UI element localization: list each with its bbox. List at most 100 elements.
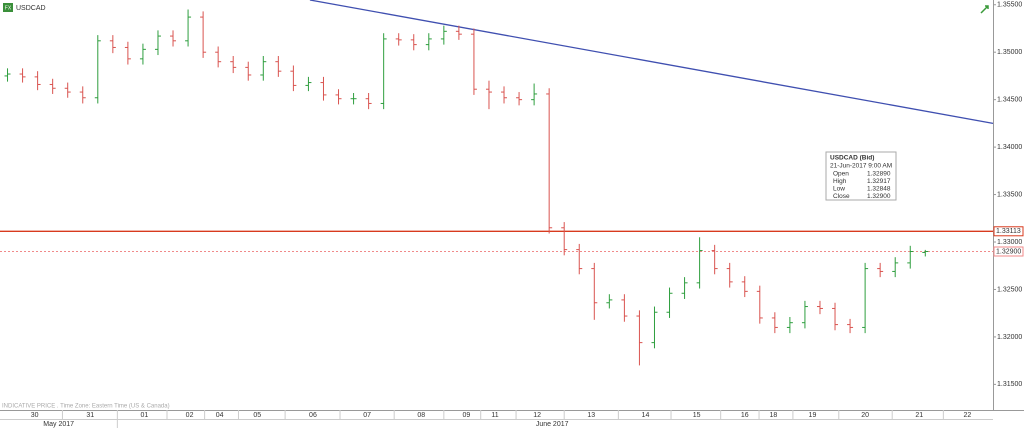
x-tick-label: 18 (769, 412, 777, 419)
y-tick-label: 1.34500 (997, 96, 1022, 103)
tooltip-time: 21-Jun-2017 9:00 AM (830, 163, 892, 170)
x-tick-label: 22 (964, 412, 972, 419)
tooltip-title: USDCAD (Bid) (830, 155, 874, 162)
ohlc-bar (801, 300, 808, 329)
ohlc-bar (531, 83, 538, 106)
ohlc-bar (892, 257, 899, 278)
tooltip-key: Close (833, 193, 850, 200)
ohlc-bar (230, 55, 237, 74)
ohlc-bar (94, 35, 101, 104)
month-label: June 2017 (536, 421, 569, 428)
x-tick-label: 31 (86, 412, 94, 419)
ohlc-bar (576, 243, 583, 275)
status-arrow (980, 5, 989, 14)
ohlc-bar (440, 25, 447, 45)
ohlc-bar (786, 316, 793, 334)
ohlc-bar (741, 276, 748, 298)
symbol-icon-text: FX (5, 5, 12, 11)
trend-line (309, 0, 994, 125)
tooltip-value: 1.32848 (867, 186, 891, 193)
ohlc-bar (816, 300, 823, 315)
tooltip-value: 1.32890 (867, 171, 891, 178)
ohlc-bar (470, 28, 477, 95)
ohlc-bar (847, 318, 854, 334)
y-tick-label: 1.32500 (997, 286, 1022, 293)
ohlc-bar (290, 65, 297, 92)
price-level-box (993, 246, 1024, 257)
ohlc-bar (907, 245, 914, 269)
ohlc-bar (501, 86, 508, 104)
x-tick-label: 13 (587, 412, 595, 419)
ohlc-bar (862, 262, 869, 334)
x-tick-label: 08 (417, 412, 425, 419)
ohlc-bar (260, 55, 267, 81)
price-level-box (993, 226, 1024, 237)
ohlc-bar (185, 9, 192, 47)
x-tick-label: 19 (809, 412, 817, 419)
y-tick-label: 1.35500 (997, 2, 1022, 9)
y-tick-label: 1.32000 (997, 334, 1022, 341)
x-tick-label: 11 (491, 412, 498, 419)
month-label: May 2017 (43, 421, 74, 428)
ohlc-bar (139, 43, 146, 65)
ohlc-bar (245, 61, 252, 81)
ohlc-bar (49, 78, 56, 94)
x-tick-label: 02 (186, 412, 194, 419)
ohlc-bar (832, 302, 839, 331)
ohlc-bar (320, 76, 327, 101)
ohlc-bar (124, 41, 131, 65)
y-tick-label: 1.34000 (997, 144, 1022, 151)
ohlc-bar (410, 34, 417, 51)
y-tick-label: 1.31500 (997, 381, 1022, 388)
ohlc-bar (726, 262, 733, 288)
ohlc-bar (380, 33, 387, 110)
symbol-icon (3, 3, 13, 12)
x-tick-label: 16 (741, 412, 749, 419)
ohlc-bar (34, 71, 41, 91)
ohlc-bar (877, 262, 884, 278)
ohlc-bar (365, 93, 372, 110)
ohlc-bar (215, 46, 222, 68)
ohlc-bar (305, 76, 312, 92)
ohlc-bar (4, 68, 11, 82)
y-tick-label: 1.35000 (997, 49, 1022, 56)
x-tick-label: 09 (463, 412, 471, 419)
ohlc-bar (591, 262, 598, 320)
footnote: INDICATIVE PRICE . Time Zone: Eastern Ti… (2, 404, 170, 410)
x-tick-label: 20 (861, 412, 869, 419)
tooltip-value: 1.32900 (867, 193, 891, 200)
ohlc-bar (170, 30, 177, 47)
x-tick-label: 30 (31, 412, 39, 419)
x-tick-label: 12 (533, 412, 541, 419)
ohlc-bar (681, 277, 688, 299)
ohlc-bar (275, 55, 282, 77)
ohlc-bar (771, 312, 778, 334)
ohlc-bar (651, 306, 658, 349)
ohlc-bar (79, 86, 86, 104)
ohlc-bar (546, 88, 553, 234)
y-tick-label: 1.33000 (997, 239, 1022, 246)
ohlc-bar (109, 35, 116, 54)
x-tick-label: 01 (141, 412, 149, 419)
tooltip-value: 1.32917 (867, 178, 891, 185)
ohlc-bar (756, 285, 763, 324)
ohlc-bar (154, 30, 161, 56)
x-tick-label: 07 (363, 412, 371, 419)
x-tick-label: 21 (915, 412, 923, 419)
tooltip-box (825, 151, 897, 201)
x-tick-label: 05 (253, 412, 261, 419)
ohlc-bar (711, 244, 718, 275)
ohlc-bar (64, 82, 71, 98)
ohlc-bar (666, 287, 673, 318)
ohlc-bar (335, 89, 342, 105)
ohlc-bar (350, 93, 357, 105)
ohlc-bar (621, 294, 628, 322)
price-level-label: 1.33113 (996, 228, 1021, 235)
y-tick-label: 1.33500 (997, 191, 1022, 198)
ohlc-bar (696, 237, 703, 289)
x-tick-label: 15 (693, 412, 701, 419)
